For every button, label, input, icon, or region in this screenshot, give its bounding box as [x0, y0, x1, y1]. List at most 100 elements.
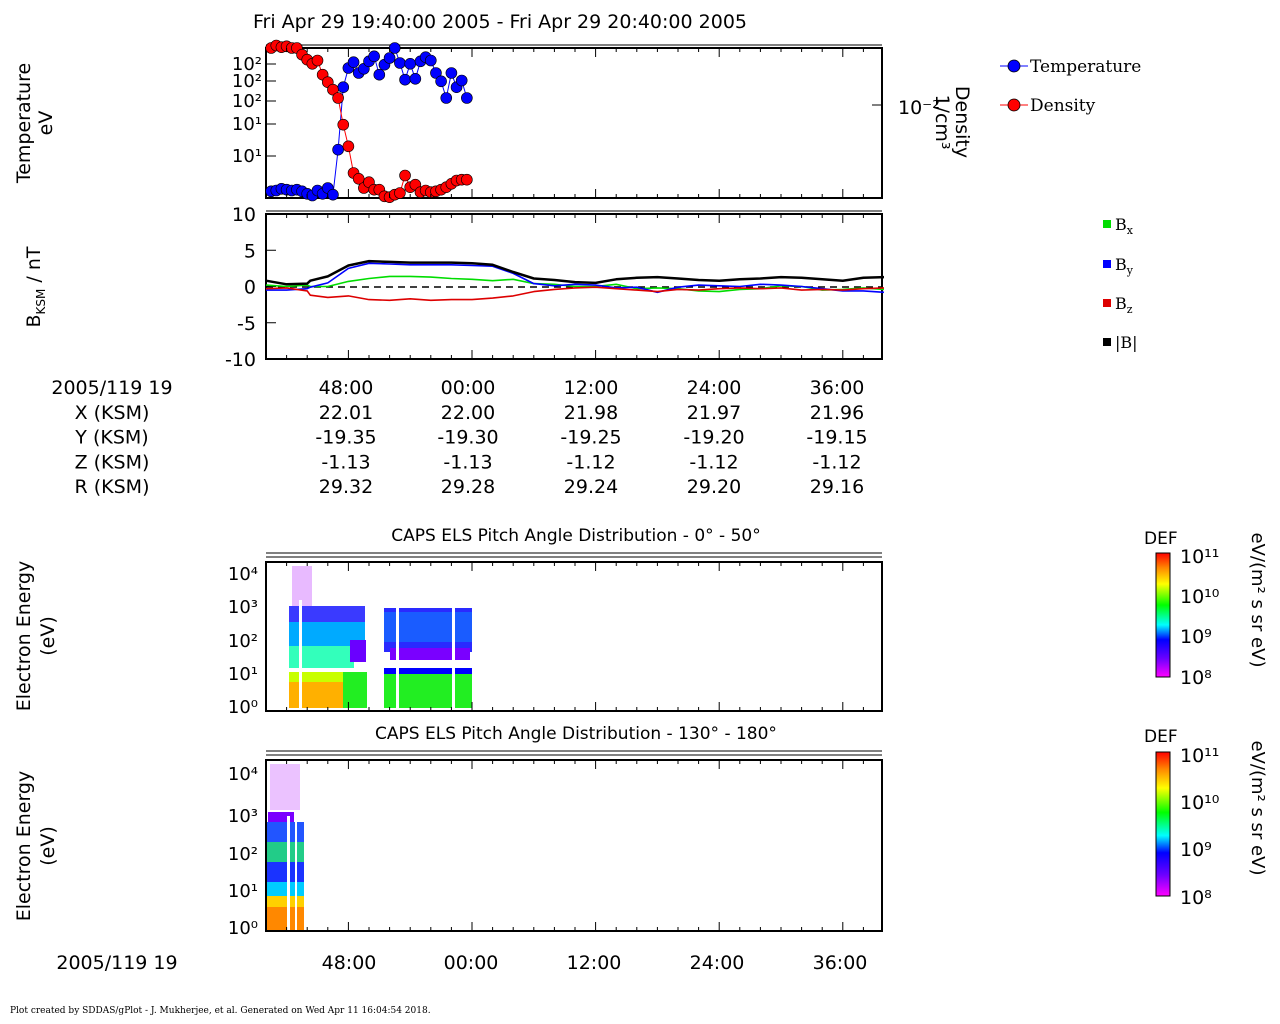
moments-panel: Temperature eV 10² 10² 10² 10¹ 10¹ 10⁻² …: [13, 39, 1141, 203]
spec-block: [292, 566, 312, 606]
moments-legend: Temperature Density: [1000, 57, 1141, 116]
ephemeris-value: 29.16: [810, 476, 864, 498]
els2-ytick: 10⁴: [228, 764, 258, 785]
ephemeris-row-label: Z (KSM): [75, 451, 150, 473]
legend-temperature-label: Temperature: [1030, 57, 1141, 77]
els2-ytick: 10⁰: [228, 918, 258, 939]
bfield-series-magBmag: [265, 259, 885, 286]
data-point-temperature: [455, 74, 468, 87]
legend-bx-label: Bx: [1115, 215, 1134, 237]
data-point-temperature: [383, 52, 396, 64]
data-point-temperature: [347, 56, 360, 69]
spec-gap: [452, 608, 455, 710]
ephemeris-value: -19.30: [437, 427, 498, 449]
temperature-ylabel: Temperature eV: [13, 63, 57, 184]
temperature-ylabel-line1: Temperature: [13, 63, 35, 184]
ephemeris-value: -19.15: [806, 427, 867, 449]
spec-block: [268, 812, 294, 822]
els1-ytick: 10¹: [228, 664, 258, 685]
data-point-density: [394, 187, 406, 199]
bfield-ytick: 5: [244, 240, 256, 262]
colorbar-2-title: DEF: [1144, 727, 1178, 747]
bottom-axis-tick-label: 36:00: [813, 952, 868, 974]
spec-block: [289, 644, 354, 668]
els-panel-2: CAPS ELS Pitch Angle Distribution - 130°…: [13, 724, 1268, 939]
data-point-temperature: [424, 54, 437, 67]
density-ytick: 10⁻²: [898, 97, 940, 119]
bfield-ylabel: BKSM / nT: [23, 246, 48, 327]
temp-ytick: 10¹: [232, 114, 262, 135]
data-point-temperature: [404, 57, 417, 70]
bfield-ytick: -10: [225, 349, 256, 371]
els-ylabel-line2: (eV): [37, 826, 59, 866]
bfield-ytick: 0: [244, 277, 256, 299]
footer-credit: Plot created by SDDAS/gPlot - J. Mukherj…: [10, 1006, 431, 1016]
legend-bx-marker: [1103, 220, 1111, 228]
colorbar-1-tick: 10¹⁰: [1180, 586, 1219, 608]
spec-block: [390, 648, 470, 660]
ephemeris-value: 22.00: [441, 402, 495, 424]
density-ylabel-line1: Density: [951, 86, 973, 158]
moments-frame: [265, 47, 883, 199]
els1-ytick: 10³: [228, 597, 258, 618]
spec-block: [343, 672, 367, 708]
colorbar-1: [1155, 552, 1171, 678]
els1-ytick: 10⁰: [228, 697, 258, 718]
bfield-ytick: 10: [232, 204, 256, 226]
temp-ytick: 10²: [232, 71, 262, 92]
data-point-temperature: [388, 42, 401, 54]
els-panel-2-frame: [265, 759, 883, 932]
ephemeris-value: -1.13: [443, 451, 492, 473]
spec-block: [266, 862, 304, 882]
colorbar-2-tick: 10¹¹: [1180, 745, 1219, 767]
data-point-density: [342, 140, 355, 153]
els1-ytick: 10⁴: [228, 564, 258, 585]
colorbar-2-tick: 10¹⁰: [1180, 792, 1219, 814]
bottom-axis-tick-label: 12:00: [567, 952, 622, 974]
bfield-ytick: -5: [237, 313, 256, 335]
ephemeris-value: -19.20: [683, 427, 744, 449]
data-point-temperature: [368, 50, 380, 63]
data-point-temperature: [445, 67, 458, 79]
data-point-temperature: [430, 67, 442, 79]
els-panel-1-frame: [265, 561, 883, 712]
bfield-series-By: [266, 262, 885, 294]
data-point-density: [461, 173, 473, 186]
ephemeris-value: 29.32: [319, 476, 373, 498]
data-point-density: [332, 92, 344, 104]
colorbar-1-tick: 10⁸: [1180, 667, 1212, 689]
bfield-panel: BKSM / nT 10 5 0 -5 -10 Bx By Bz |B|: [23, 204, 1138, 371]
data-point-density: [337, 118, 350, 131]
bottom-axis-time-label: 2005/119 19: [56, 952, 177, 974]
data-point-temperature: [461, 92, 473, 104]
spec-block: [270, 764, 300, 810]
legend-by-marker: [1103, 260, 1111, 268]
plot-title: Fri Apr 29 19:40:00 2005 - Fri Apr 29 20…: [253, 11, 747, 33]
legend-bz-marker: [1103, 299, 1111, 307]
ephemeris-time: 36:00: [810, 377, 865, 399]
els-panel-1-spectrogram: [289, 566, 472, 710]
data-point-temperature: [337, 81, 350, 93]
data-point-density: [399, 169, 411, 182]
els-panel-1-colorbar: DEF 10¹¹ 10¹⁰ 10⁹ 10⁸ eV/(m² s sr eV): [1144, 529, 1268, 689]
bfield-series-Bz: [265, 286, 885, 302]
legend-by-label: By: [1115, 255, 1134, 277]
spec-gap: [287, 816, 290, 930]
colorbar-2-tick: 10⁹: [1180, 839, 1212, 861]
els-panel-2-spectrogram: [266, 764, 304, 931]
ephemeris-time-label: 2005/119 19: [51, 377, 172, 399]
legend-bz-label: Bz: [1115, 294, 1133, 316]
bfield-legend: Bx By Bz |B|: [1103, 215, 1138, 352]
colorbar-2-tick: 10⁸: [1180, 887, 1212, 909]
density-ylabel: Density 1/cm³: [931, 86, 973, 158]
legend-bmag-label: |B|: [1115, 333, 1138, 352]
spec-block: [289, 672, 355, 682]
els2-ytick: 10¹: [228, 881, 258, 902]
ephemeris-row-label: R (KSM): [75, 476, 150, 498]
els1-ytick: 10²: [228, 631, 258, 652]
legend-density-label: Density: [1030, 96, 1096, 116]
ephemeris-value: 21.97: [687, 402, 741, 424]
ephemeris-row-label: X (KSM): [75, 402, 150, 424]
ephemeris-value: -1.12: [689, 451, 738, 473]
els-ylabel-line1: Electron Energy: [13, 561, 35, 712]
